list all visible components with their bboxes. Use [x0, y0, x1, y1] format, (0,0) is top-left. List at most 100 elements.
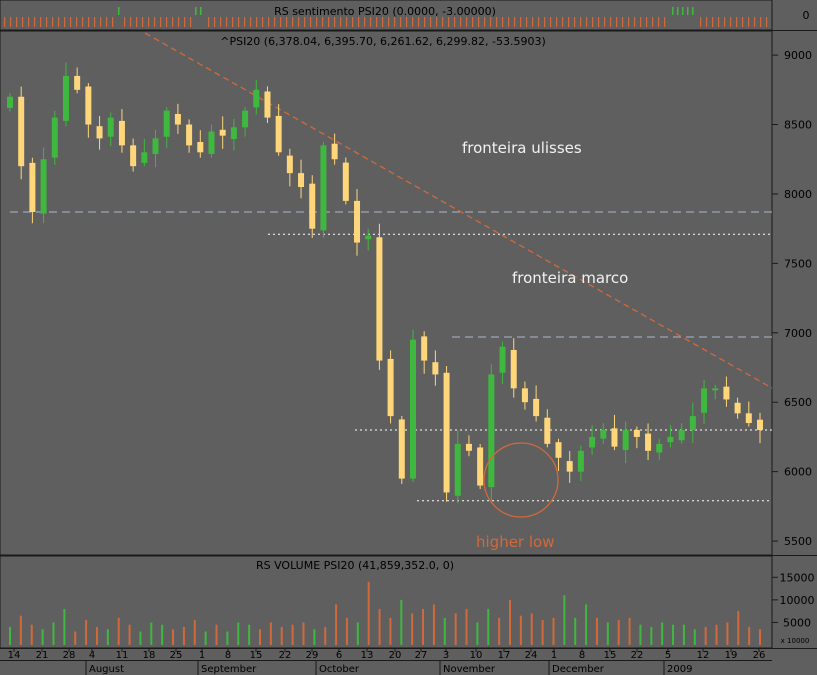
volume-bar	[356, 622, 359, 645]
sentiment-axis-label: 0	[803, 9, 810, 22]
volume-bar	[95, 626, 98, 645]
sentiment-bar	[592, 17, 594, 27]
month-label: December	[552, 664, 605, 675]
sentiment-bar	[358, 17, 360, 27]
sentiment-title: RS sentimento PSI20 (0.0000, -3.00000)	[274, 5, 496, 18]
candle-body	[589, 436, 596, 448]
candle-body	[656, 443, 663, 453]
candle-body	[454, 443, 461, 496]
candle-body	[342, 162, 349, 201]
candle-body	[600, 429, 607, 439]
volume-bar	[509, 599, 511, 645]
date-tick-label: 8	[579, 650, 585, 661]
volume-bar	[30, 624, 33, 645]
volume-title: RS VOLUME PSI20 (41,859,352.0, 0)	[256, 559, 454, 572]
sentiment-bar	[274, 17, 276, 27]
sentiment-bar	[238, 17, 240, 27]
date-tick-label: 21	[36, 650, 49, 661]
volume-bar	[411, 613, 414, 645]
candle-body	[230, 127, 237, 139]
volume-bar	[704, 626, 707, 645]
candle-body	[633, 429, 640, 437]
sentiment-bar	[40, 17, 42, 27]
volume-bar	[41, 629, 44, 645]
candle-body	[62, 75, 69, 121]
candle-body	[488, 374, 495, 488]
candle-body	[667, 436, 674, 443]
sentiment-bar	[568, 17, 570, 27]
volume-bar	[248, 624, 251, 645]
sentiment-bar	[700, 17, 702, 27]
candlesticks	[7, 62, 763, 504]
sentiment-bar	[70, 17, 72, 27]
candle-body	[465, 443, 472, 451]
sentiment-bar	[628, 17, 630, 27]
candle-body	[757, 419, 763, 430]
volume-bar	[52, 622, 55, 645]
volume-bars	[9, 581, 761, 645]
volume-bar	[487, 608, 490, 645]
volume-bar	[519, 615, 522, 645]
sentiment-bar	[478, 17, 480, 27]
date-tick-label: 17	[498, 650, 511, 661]
volume-bar	[422, 608, 425, 645]
sentiment-bar	[394, 17, 396, 27]
sentiment-bar	[640, 17, 642, 27]
label-fronteira-ulisses: fronteira ulisses	[462, 139, 582, 157]
sentiment-bar	[418, 17, 420, 27]
label-higher-low: higher low	[476, 533, 554, 551]
candle-body	[51, 117, 58, 158]
price-tick-label: 6500	[784, 396, 812, 409]
date-axis: 14 21 28 4 11 18 25 1 8 15 22 29 6 13 20 27 3 10 17 24 1 8 15 2…	[8, 648, 765, 661]
candle-body	[521, 388, 528, 403]
sentiment-bar	[322, 17, 324, 27]
sentiment-bar	[484, 17, 486, 27]
date-tick-label: 29	[306, 650, 319, 661]
candle-body	[678, 429, 685, 441]
sentiment-bar	[460, 17, 462, 27]
sentiment-bar	[754, 17, 756, 27]
volume-bar	[161, 624, 164, 645]
date-tick-label: 19	[725, 650, 738, 661]
sentiment-bar	[178, 17, 180, 27]
candle-body	[197, 142, 204, 153]
volume-bar	[682, 624, 685, 645]
volume-bar	[378, 608, 381, 645]
volume-bar	[639, 624, 642, 645]
sentiment-bar	[100, 17, 102, 27]
sentiment-bar	[736, 17, 738, 27]
sentiment-bar	[730, 17, 732, 27]
sentiment-bar	[466, 17, 468, 27]
price-tick-label: 6000	[784, 466, 812, 479]
sentiment-bar	[526, 17, 528, 27]
price-tick-label: 5500	[784, 535, 812, 548]
sentiment-bar	[106, 17, 108, 27]
volume-bar	[280, 626, 283, 645]
volume-bar	[74, 631, 77, 645]
volume-bar	[672, 624, 675, 645]
candle-body	[510, 350, 517, 389]
sentiment-bar	[448, 17, 450, 27]
support-resistance-levels	[10, 211, 772, 502]
sentiment-bar	[682, 7, 684, 15]
volume-bar	[563, 595, 566, 645]
sentiment-bar	[658, 17, 660, 27]
volume-bar	[204, 631, 207, 645]
volume-bar	[182, 626, 185, 645]
candle-body	[320, 145, 327, 231]
sentiment-bar	[430, 17, 432, 27]
date-tick-label: 3	[443, 650, 449, 661]
sentiment-bar	[316, 17, 318, 27]
volume-bar	[400, 599, 403, 645]
sentiment-bar	[82, 17, 84, 27]
date-tick-label: 15	[604, 650, 617, 661]
sentiment-bar	[310, 17, 312, 27]
sentiment-bar	[412, 17, 414, 27]
sentiment-bar	[58, 17, 60, 27]
sentiment-bar	[250, 17, 252, 27]
sentiment-bar	[256, 17, 258, 27]
sentiment-bar	[298, 17, 300, 27]
volume-bar	[139, 631, 142, 645]
volume-bar	[443, 617, 446, 645]
